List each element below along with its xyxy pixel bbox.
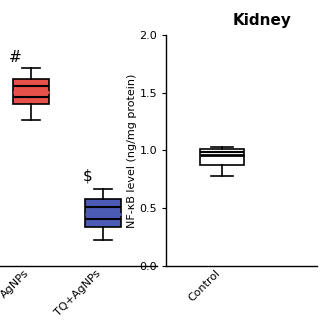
PathPatch shape: [85, 199, 121, 227]
Text: Kidney: Kidney: [233, 13, 292, 28]
Text: $: $: [82, 169, 92, 184]
Text: #: #: [9, 50, 22, 65]
PathPatch shape: [200, 149, 244, 165]
PathPatch shape: [13, 79, 49, 104]
Y-axis label: NF-κB level (ng/mg protein): NF-κB level (ng/mg protein): [127, 73, 137, 228]
